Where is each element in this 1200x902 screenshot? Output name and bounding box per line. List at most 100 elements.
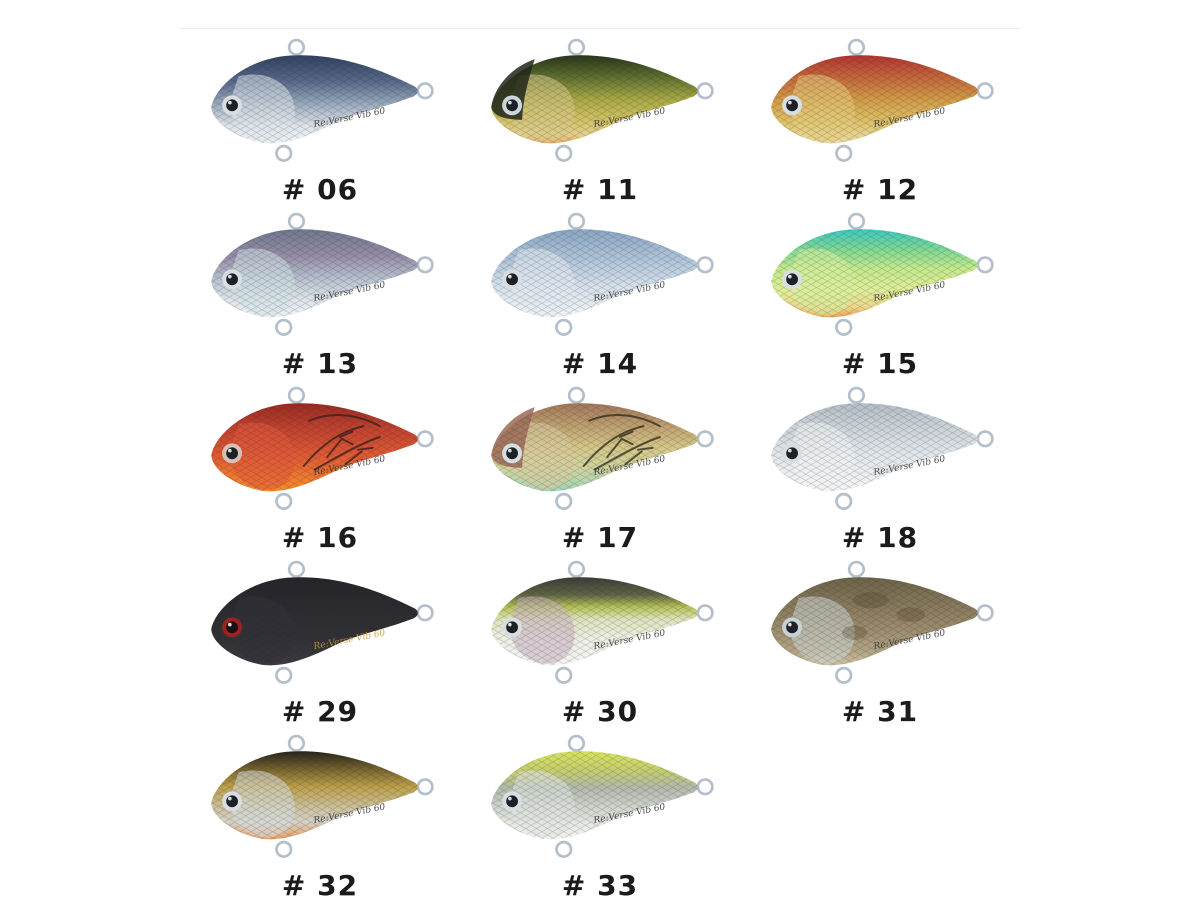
- lure-photo: Re:Verse Vib 60: [491, 38, 714, 162]
- lure-photo: Re:Verse Vib 60: [491, 734, 714, 858]
- lure-color-code: # 17: [561, 521, 639, 554]
- scale-texture: [771, 403, 978, 492]
- scale-texture: [211, 577, 418, 666]
- lure-color-code: # 32: [281, 869, 359, 902]
- belly-hook-hanger: [555, 492, 573, 510]
- lure-color-code: # 11: [561, 173, 639, 206]
- line-tie-loop: [287, 212, 306, 230]
- lure-card: Re:Verse Vib 60 # 12: [740, 30, 1020, 204]
- lure-card: Re:Verse Vib 60 # 17: [460, 378, 740, 552]
- lure-eye-highlight: [788, 274, 792, 279]
- lure-eye-pupil: [226, 621, 238, 634]
- lure-card: Re:Verse Vib 60 # 16: [180, 378, 460, 552]
- lure-eye-highlight: [228, 100, 232, 105]
- lure-eye-highlight: [788, 100, 792, 105]
- lure-eye-highlight: [508, 100, 512, 105]
- lure-eye-highlight: [788, 622, 792, 627]
- lure-card: Re:Verse Vib 60 # 29: [180, 552, 460, 726]
- lure-eye-pupil: [786, 273, 798, 286]
- belly-hook-hanger: [555, 144, 573, 162]
- line-tie-loop: [287, 386, 306, 404]
- lure-eye-pupil: [506, 273, 518, 286]
- line-tie-loop: [567, 386, 586, 404]
- line-tie-loop: [287, 38, 306, 56]
- belly-hook-hanger: [555, 840, 573, 858]
- lure-card: Re:Verse Vib 60 # 11: [460, 30, 740, 204]
- lure-color-code: # 15: [841, 347, 919, 380]
- lure-eye-highlight: [508, 796, 512, 801]
- photo-top-border: [180, 28, 1020, 29]
- belly-hook-hanger: [835, 492, 853, 510]
- lure-eye-pupil: [786, 621, 798, 634]
- lure-photo: Re:Verse Vib 60: [211, 212, 434, 336]
- line-tie-loop: [847, 38, 866, 56]
- lure-color-code: # 16: [281, 521, 359, 554]
- tail-hook-hanger: [976, 82, 994, 100]
- belly-hook-hanger: [835, 318, 853, 336]
- lure-eye-highlight: [228, 622, 232, 627]
- line-tie-loop: [567, 560, 586, 578]
- lure-color-code: # 30: [561, 695, 639, 728]
- lure-card: Re:Verse Vib 60 # 14: [460, 204, 740, 378]
- lure-eye-highlight: [788, 448, 792, 453]
- lure-card: Re:Verse Vib 60 # 30: [460, 552, 740, 726]
- lure-photo: Re:Verse Vib 60: [211, 38, 434, 162]
- lure-eye-highlight: [508, 622, 512, 627]
- lure-photo: Re:Verse Vib 60: [211, 734, 434, 858]
- lure-color-code: # 13: [281, 347, 359, 380]
- lure-photo: Re:Verse Vib 60: [771, 560, 994, 684]
- line-tie-loop: [847, 212, 866, 230]
- lure-eye-highlight: [228, 448, 232, 453]
- lure-card: Re:Verse Vib 60 # 33: [460, 726, 740, 900]
- lure-photo: Re:Verse Vib 60: [491, 560, 714, 684]
- lure-eye-pupil: [506, 795, 518, 808]
- belly-hook-hanger: [275, 666, 293, 684]
- lure-photo: Re:Verse Vib 60: [211, 386, 434, 510]
- lure-card: Re:Verse Vib 60 # 18: [740, 378, 1020, 552]
- lure-eye-pupil: [506, 621, 518, 634]
- lure-eye-pupil: [226, 795, 238, 808]
- tail-hook-hanger: [696, 256, 714, 274]
- line-tie-loop: [567, 212, 586, 230]
- lure-color-code: # 33: [561, 869, 639, 902]
- lure-card: Re:Verse Vib 60 # 15: [740, 204, 1020, 378]
- line-tie-loop: [567, 38, 586, 56]
- belly-hook-hanger: [555, 666, 573, 684]
- craw-art: [582, 414, 661, 471]
- lure-color-code: # 29: [281, 695, 359, 728]
- lure-photo: Re:Verse Vib 60: [491, 212, 714, 336]
- lure-eye-pupil: [506, 447, 518, 460]
- tail-hook-hanger: [416, 604, 434, 622]
- lure-card: Re:Verse Vib 60 # 32: [180, 726, 460, 900]
- lure-card: Re:Verse Vib 60 # 31: [740, 552, 1020, 726]
- tail-hook-hanger: [696, 778, 714, 796]
- belly-hook-hanger: [835, 144, 853, 162]
- tail-hook-hanger: [416, 256, 434, 274]
- lure-color-code: # 31: [841, 695, 919, 728]
- scale-texture: [211, 751, 418, 840]
- mottle: [841, 591, 926, 640]
- scale-texture: [491, 577, 698, 666]
- lure-photo: Re:Verse Vib 60: [771, 38, 994, 162]
- scale-texture: [211, 229, 418, 318]
- tail-hook-hanger: [696, 82, 714, 100]
- lure-eye-pupil: [786, 99, 798, 112]
- craw-art: [302, 414, 381, 471]
- belly-hook-hanger: [555, 318, 573, 336]
- scale-texture: [771, 577, 978, 666]
- lure-eye-pupil: [226, 447, 238, 460]
- tail-hook-hanger: [976, 430, 994, 448]
- scale-texture: [491, 403, 698, 492]
- lure-eye-pupil: [226, 99, 238, 112]
- scale-texture: [491, 55, 698, 144]
- lure-color-code: # 12: [841, 173, 919, 206]
- belly-hook-hanger: [275, 144, 293, 162]
- belly-hook-hanger: [275, 840, 293, 858]
- scale-texture: [491, 751, 698, 840]
- lure-card: Re:Verse Vib 60 # 13: [180, 204, 460, 378]
- line-tie-loop: [847, 386, 866, 404]
- tail-hook-hanger: [976, 256, 994, 274]
- lure-color-code: # 06: [281, 173, 359, 206]
- line-tie-loop: [287, 734, 306, 752]
